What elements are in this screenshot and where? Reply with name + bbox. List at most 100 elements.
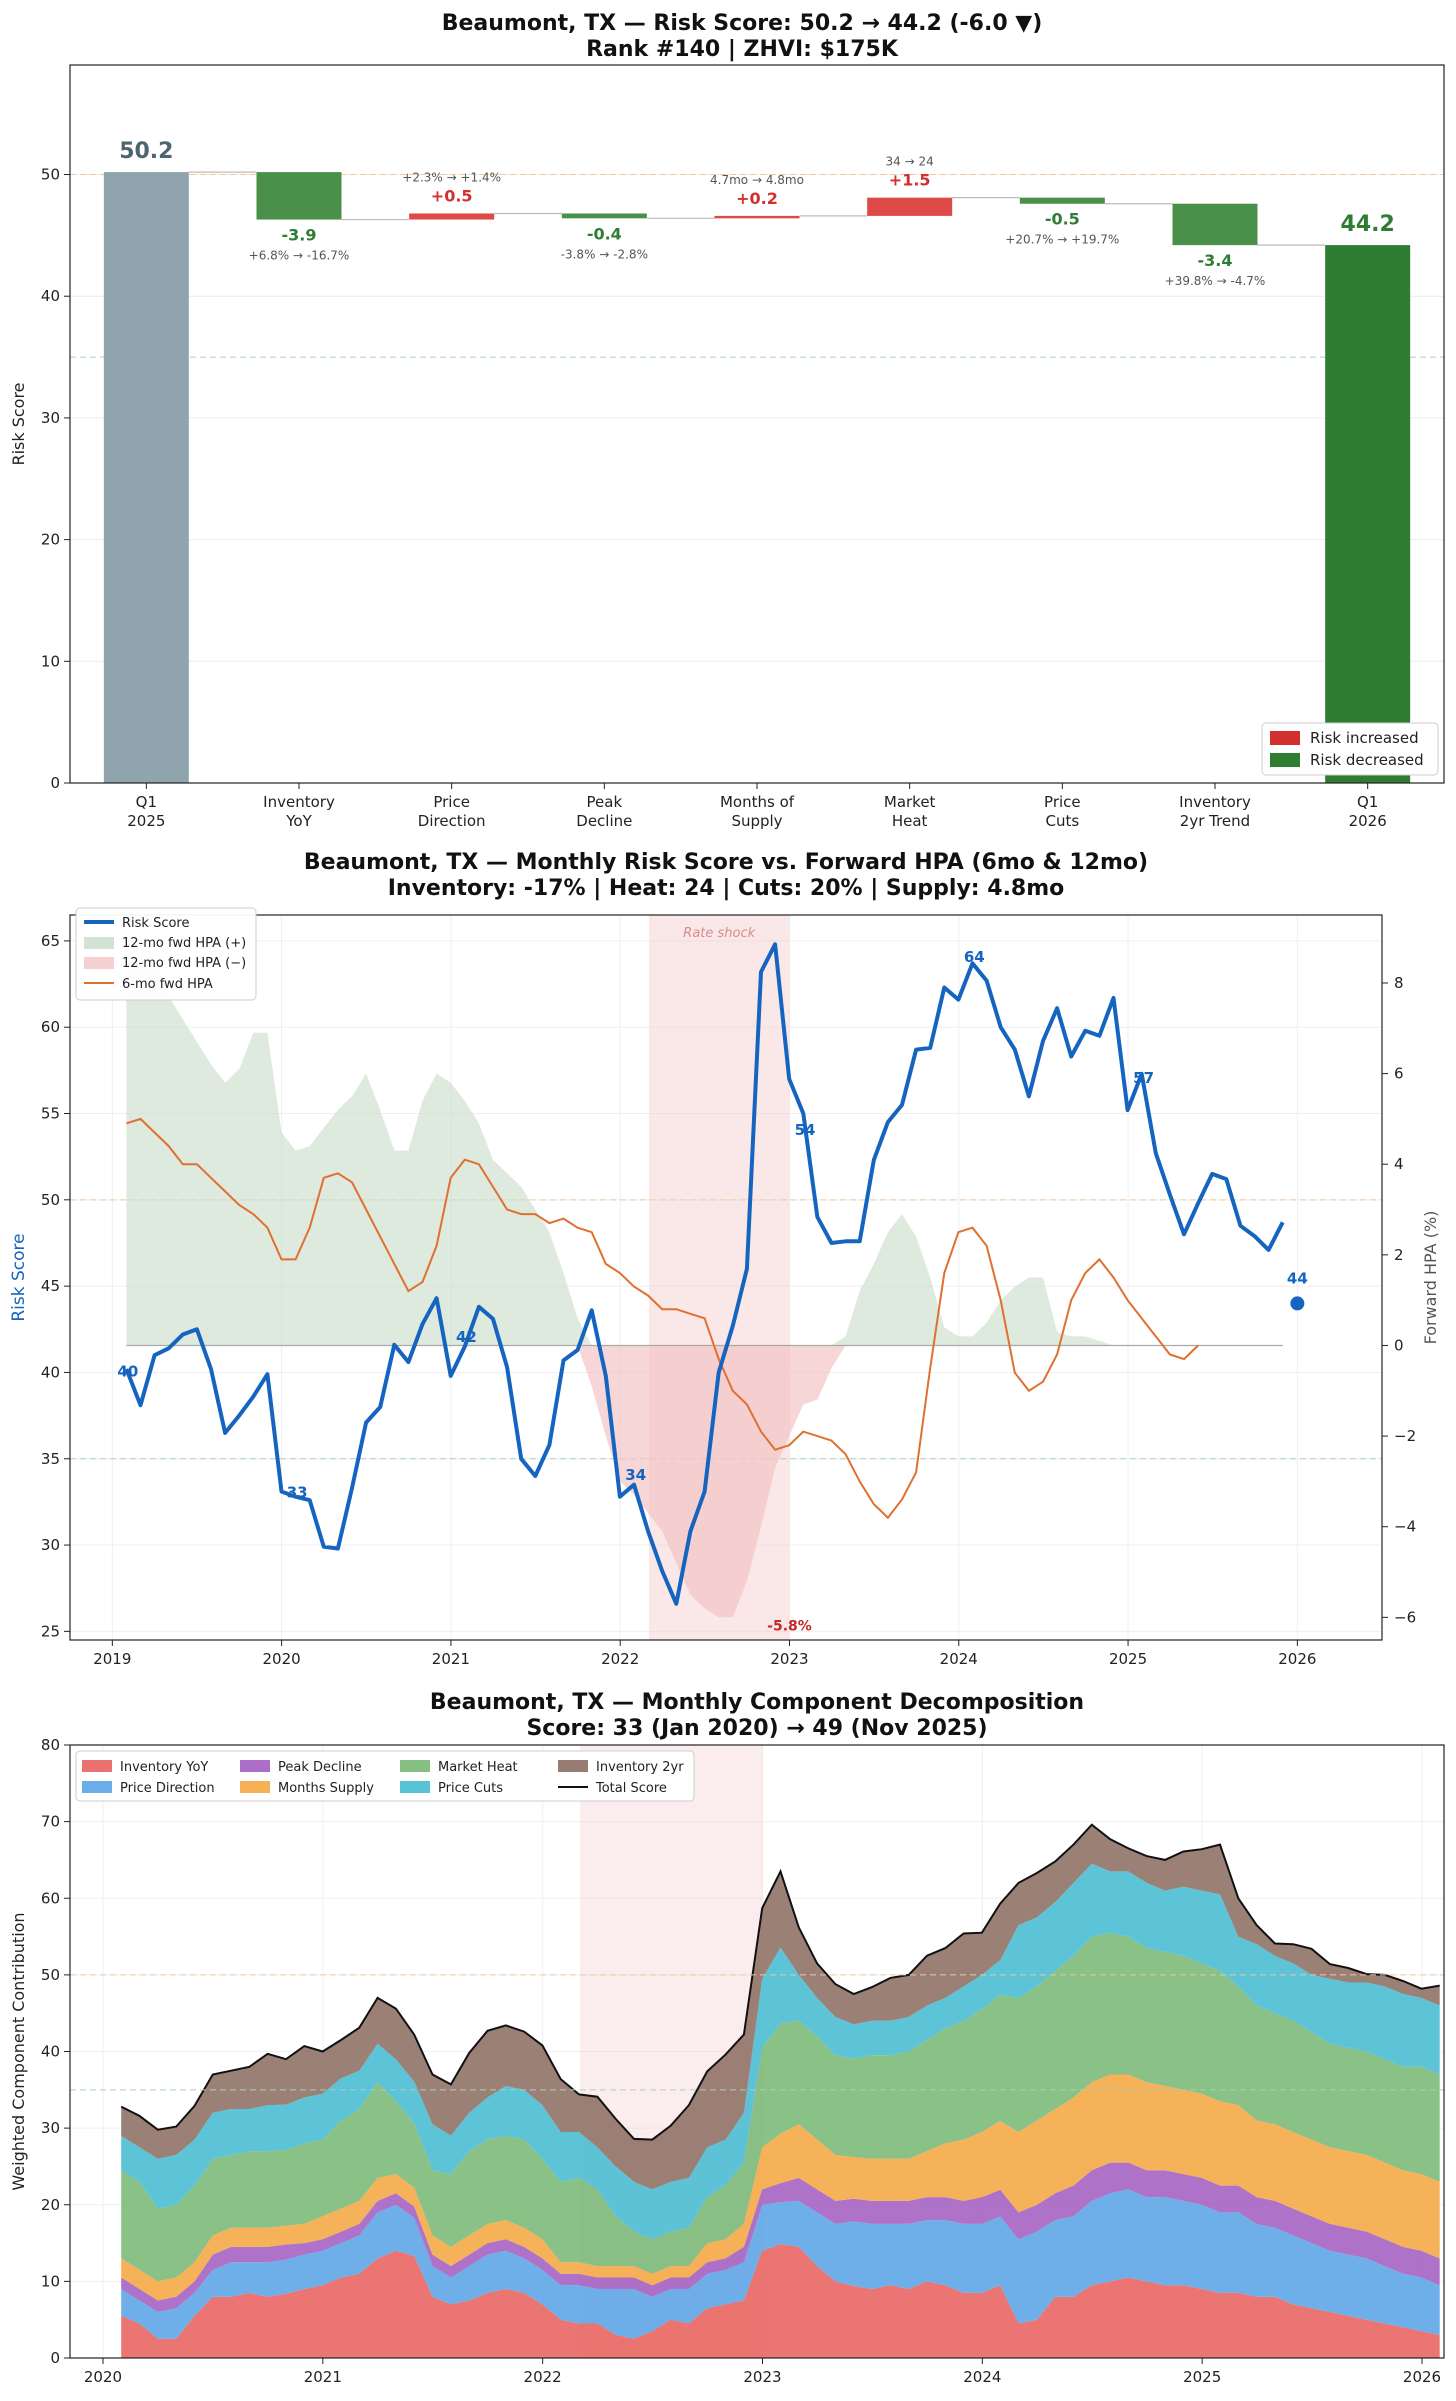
x-tick-label: Supply (731, 812, 782, 830)
area-inventory-yoy (121, 2244, 1440, 2358)
bar-end-value: 44.2 (1341, 212, 1395, 237)
y2-tick-label: 8 (1394, 974, 1404, 992)
bar-step-detail: +39.8% → -4.7% (1165, 274, 1266, 288)
y2-tick-label: 4 (1394, 1155, 1404, 1173)
legend-swatch-hpa-neg (84, 957, 114, 969)
legend-box (1261, 722, 1439, 776)
x-tick-label: 2022 (524, 2368, 562, 2386)
hpa12-positive-area (126, 937, 1283, 1346)
y2-tick-label: −2 (1394, 1427, 1416, 1445)
y-tick-label: 40 (41, 2043, 60, 2061)
x-tick-label: 2024 (963, 2368, 1001, 2386)
x-tick-label: 2025 (1109, 1650, 1147, 1668)
y-tick-label: 65 (41, 932, 60, 950)
x-tick-label: Decline (576, 812, 632, 830)
x-tick-label: 2022 (601, 1650, 639, 1668)
y2-axis-label: Forward HPA (%) (1421, 1211, 1440, 1345)
y-tick-label: 30 (41, 409, 60, 427)
legend-label: Peak Decline (278, 1760, 362, 1775)
annotation-score: 44 (1287, 1269, 1308, 1287)
legend-label: Total Score (595, 1781, 667, 1796)
waterfall-title: Beaumont, TX — Risk Score: 50.2 → 44.2 (… (442, 11, 1043, 36)
y-tick-label: 10 (41, 652, 60, 670)
y-tick-label: 30 (41, 2119, 60, 2137)
waterfall-chart: Beaumont, TX — Risk Score: 50.2 → 44.2 (… (9, 11, 1445, 830)
y-tick-label: 20 (41, 2196, 60, 2214)
y-tick-label: 70 (41, 1813, 60, 1831)
y-tick-label: 10 (41, 2272, 60, 2290)
legend-label-decrease: Risk decreased (1310, 751, 1424, 769)
x-tick-label: YoY (285, 812, 312, 830)
legend-label: Inventory YoY (120, 1760, 208, 1775)
x-tick-label: Months of (720, 793, 795, 811)
legend-label: 6-mo fwd HPA (122, 977, 213, 992)
bar-step (561, 213, 647, 219)
x-tick-label: 2024 (940, 1650, 978, 1668)
legend-swatch (82, 1760, 112, 1772)
bar-end (1325, 245, 1411, 784)
legend-label: Inventory 2yr (596, 1760, 684, 1775)
annotation-score: 42 (456, 1328, 477, 1346)
legend-label-increase: Risk increased (1310, 729, 1419, 747)
component-decomposition-chart: Beaumont, TX — Monthly Component Decompo… (9, 1690, 1445, 2386)
plot-frame (69, 1744, 1445, 2359)
risk-hpa-chart: Beaumont, TX — Monthly Risk Score vs. Fo… (9, 850, 1440, 1668)
x-tick-label: Inventory (1179, 793, 1251, 811)
panel3-title: Beaumont, TX — Monthly Component Decompo… (430, 1690, 1084, 1715)
x-tick-label: Q1 (1357, 793, 1378, 811)
legend-label: 12-mo fwd HPA (+) (122, 936, 246, 951)
bar-step-value: -0.5 (1045, 210, 1080, 229)
x-tick-label: 2026 (1403, 2368, 1441, 2386)
legend-swatch (82, 1781, 112, 1793)
x-tick-label: 2yr Trend (1180, 812, 1250, 830)
y-tick-label: 40 (41, 287, 60, 305)
legend-swatch (240, 1781, 270, 1793)
x-tick-label: 2025 (127, 812, 165, 830)
legend-swatch (240, 1760, 270, 1772)
y-tick-label: 50 (41, 1191, 60, 1209)
bar-step-value: +0.5 (431, 186, 473, 205)
y-tick-label: 50 (41, 166, 60, 184)
total-score-line (120, 1823, 1440, 2141)
legend-swatch-increase (1270, 731, 1300, 745)
bar-step-value: -0.4 (587, 224, 622, 243)
annotation-score: 57 (1133, 1069, 1154, 1087)
bar-step-detail: 34 → 24 (886, 155, 934, 169)
y-tick-label: 60 (41, 1889, 60, 1907)
x-tick-label: 2025 (1183, 2368, 1221, 2386)
panel2-subtitle: Inventory: -17% | Heat: 24 | Cuts: 20% |… (388, 876, 1065, 901)
y-tick-label: 0 (50, 774, 60, 792)
x-tick-label: Inventory (263, 793, 335, 811)
x-tick-label: 2021 (304, 2368, 342, 2386)
area-market-heat (121, 1932, 1440, 2282)
bar-step-value: +1.5 (889, 171, 931, 190)
x-tick-label: Price (1044, 793, 1081, 811)
y-axis-label: Risk Score (9, 382, 28, 465)
legend-swatch (400, 1781, 430, 1793)
area-months-supply (121, 2074, 1440, 2301)
bar-step (409, 213, 495, 220)
legend-box (75, 1750, 695, 1802)
y2-tick-label: −6 (1394, 1608, 1416, 1626)
y-tick-label: 0 (50, 2349, 60, 2367)
legend: Inventory YoY Price Direction Peak Decline… (75, 1750, 695, 1802)
bar-step-detail: +2.3% → +1.4% (402, 170, 501, 184)
legend-label: 12-mo fwd HPA (−) (122, 956, 246, 971)
bar-step (867, 197, 953, 216)
x-tick-label: 2026 (1278, 1650, 1316, 1668)
x-tick-label: Heat (892, 812, 928, 830)
y-tick-label: 35 (41, 1450, 60, 1468)
bar-step (256, 172, 342, 220)
annotation-score: 40 (117, 1362, 138, 1380)
bar-step (1172, 203, 1258, 246)
y-tick-label: 45 (41, 1277, 60, 1295)
annotation-min-hpa: -5.8% (767, 1618, 812, 1634)
bar-start-value: 50.2 (119, 139, 173, 164)
bar-step-detail: +20.7% → +19.7% (1005, 233, 1119, 247)
legend-label: Risk Score (122, 916, 190, 931)
legend-label: Months Supply (278, 1781, 374, 1796)
legend-label: Price Cuts (438, 1781, 503, 1796)
y-axis-label: Risk Score (9, 1233, 29, 1321)
